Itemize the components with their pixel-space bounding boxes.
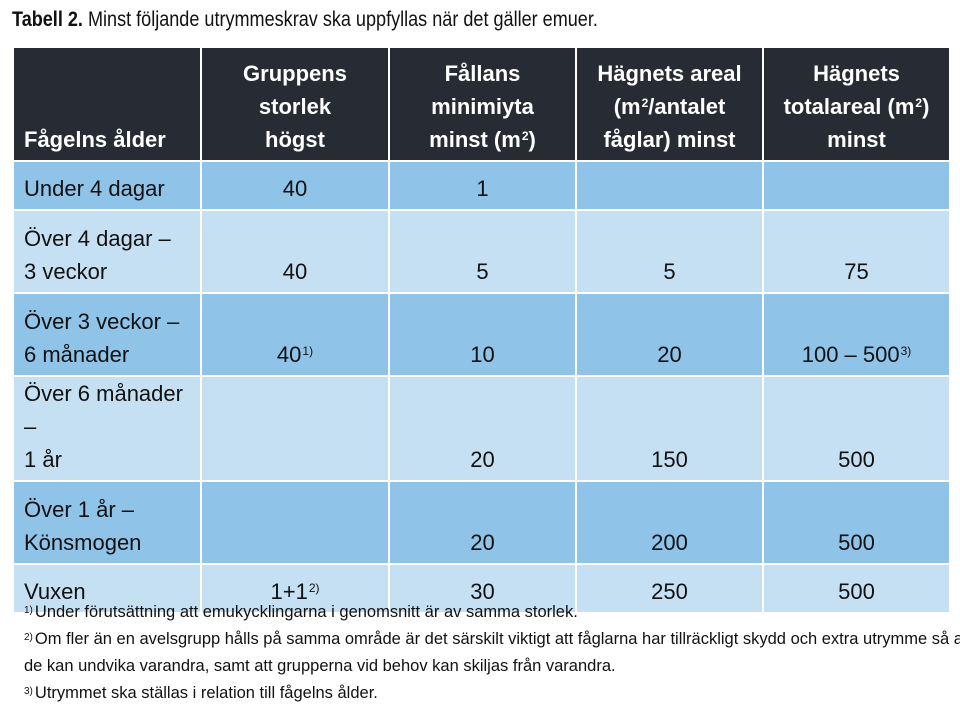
table-row: Över 6 månader –1 år 20 150 500 xyxy=(12,375,951,482)
cell-pen-area: 10 xyxy=(388,292,577,377)
header-group-size: Gruppens storlek högst xyxy=(200,46,390,162)
cell-pen-area: 20 xyxy=(388,375,577,482)
cell-enclosure-area: 200 xyxy=(575,480,764,565)
cell-total-area: 500 xyxy=(762,375,951,482)
footnote: 2) Om fler än en avelsgrupp hålls på samm… xyxy=(24,630,960,648)
cell-enclosure-area: 150 xyxy=(575,375,764,482)
cell-age: Under 4 dagar xyxy=(12,160,202,211)
table-row: Vuxen 1+12) 30 250 500 xyxy=(12,563,951,614)
footnote-ref: 3) xyxy=(900,344,912,358)
cell-total-area: 500 xyxy=(762,563,951,614)
header-enclosure-total-area: Hägnets totalareal (m2) minst xyxy=(762,46,951,162)
cell-group-size: 40 xyxy=(200,160,390,211)
table-row: Över 4 dagar –3 veckor 40 5 5 75 xyxy=(12,209,951,294)
cell-enclosure-area: 5 xyxy=(575,209,764,294)
footnote-continuation: de kan undvika varandra, samt att gruppe… xyxy=(24,657,616,675)
cell-group-size: 40 xyxy=(200,209,390,294)
header-pen-min-area: Fållans minimiyta minst (m2) xyxy=(388,46,577,162)
cell-pen-area: 20 xyxy=(388,480,577,565)
cell-age: Över 4 dagar –3 veckor xyxy=(12,209,202,294)
cell-total-area: 100 – 5003) xyxy=(762,292,951,377)
cell-total-area: 75 xyxy=(762,209,951,294)
caption-text: Minst följande utrymmeskrav ska uppfylla… xyxy=(87,8,598,31)
footnote: 3) Utrymmet ska ställas i relation till f… xyxy=(24,684,378,702)
cell-age: Över 6 månader –1 år xyxy=(12,375,202,482)
table-row: Över 3 veckor –6 månader 401) 10 20 100 … xyxy=(12,292,951,377)
table-caption: Tabell 2. Minst följande utrymmeskrav sk… xyxy=(12,6,598,34)
table-header-row: Fågelns ålder Gruppens storlek högst Fål… xyxy=(12,46,951,162)
table-row: Under 4 dagar 40 1 xyxy=(12,160,951,211)
space-requirements-table: Fågelns ålder Gruppens storlek högst Fål… xyxy=(12,46,951,614)
cell-age: Över 1 år – Könsmogen xyxy=(12,480,202,565)
caption-label: Tabell 2. xyxy=(12,8,83,31)
footnote-ref: 2) xyxy=(308,581,320,595)
cell-group-size: 401) xyxy=(200,292,390,377)
cell-total-area xyxy=(762,160,951,211)
header-enclosure-area-per-bird: Hägnets areal (m2/antalet fåglar) minst xyxy=(575,46,764,162)
cell-pen-area: 1 xyxy=(388,160,577,211)
cell-age: Över 3 veckor –6 månader xyxy=(12,292,202,377)
cell-total-area: 500 xyxy=(762,480,951,565)
cell-group-size: 1+12) xyxy=(200,563,390,614)
cell-pen-area: 30 xyxy=(388,563,577,614)
footnote-ref: 1) xyxy=(302,344,314,358)
cell-age: Vuxen xyxy=(12,563,202,614)
cell-pen-area: 5 xyxy=(388,209,577,294)
cell-enclosure-area xyxy=(575,160,764,211)
cell-enclosure-area: 20 xyxy=(575,292,764,377)
table-row: Över 1 år – Könsmogen 20 200 500 xyxy=(12,480,951,565)
header-bird-age: Fågelns ålder xyxy=(12,46,202,162)
footnotes: 1) Under förutsättning att emukycklingarn… xyxy=(24,599,960,707)
cell-group-size xyxy=(200,375,390,482)
cell-enclosure-area: 250 xyxy=(575,563,764,614)
cell-group-size xyxy=(200,480,390,565)
footnote: 1) Under förutsättning att emukycklingarn… xyxy=(24,603,578,621)
